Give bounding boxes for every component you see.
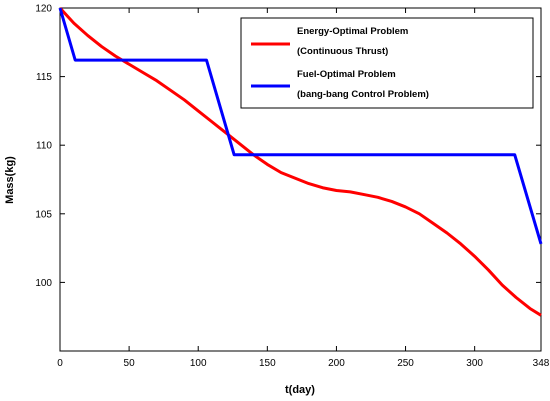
legend-fuel-sublabel: (bang-bang Control Problem) [297,89,429,100]
energy-optimal-line [58,6,542,317]
x-axis-label: t(day) [285,384,315,396]
fuel-optimal-line [58,7,543,245]
y-tick-label: 120 [35,4,52,15]
legend: Energy-Optimal Problem (Continuous Thrus… [240,17,534,109]
y-tick-label: 100 [35,278,52,289]
legend-energy-label: Energy-Optimal Problem [297,26,408,37]
y-tick-label: 115 [36,72,52,83]
legend-box [240,17,534,109]
x-tick-label: 50 [124,358,136,369]
x-tick-label: 250 [397,358,414,369]
x-tick-label: 150 [259,358,276,369]
x-tick-label: 300 [466,358,483,369]
x-tick-label: 0 [57,358,63,369]
x-tick-label: 100 [190,358,207,369]
x-tick-label: 200 [328,358,345,369]
x-tick-label: 348 [533,358,550,369]
y-axis-label: Mass(kg) [4,156,16,204]
y-tick-label: 110 [36,141,52,152]
legend-energy-sublabel: (Continuous Thrust) [297,46,388,57]
axis-ticks: 0 50 100 150 200 250 300 348 100 105 110 115 120 [35,4,549,370]
y-tick-label: 105 [35,209,52,220]
legend-fuel-label: Fuel-Optimal Problem [297,69,396,80]
series-layer [58,6,543,317]
